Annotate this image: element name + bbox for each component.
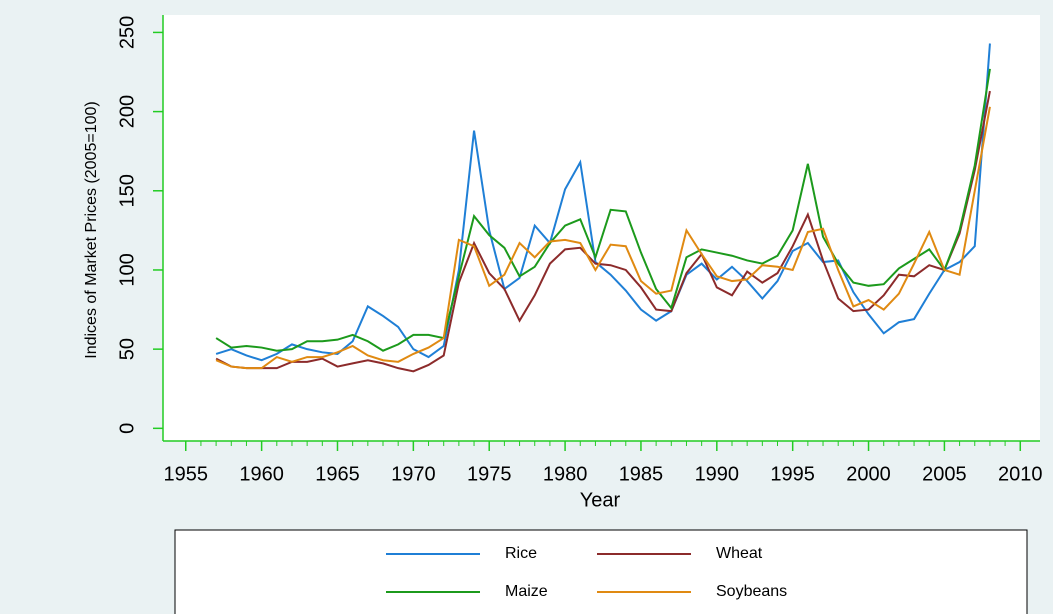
legend-label: Soybeans — [716, 583, 787, 600]
x-tick-label: 1955 — [164, 463, 209, 485]
x-tick-label: 1980 — [543, 463, 588, 485]
legend-label: Wheat — [716, 545, 763, 562]
y-axis-title: Indices of Market Prices (2005=100) — [83, 101, 100, 358]
series-line — [215, 68, 991, 352]
legend-box — [174, 529, 1028, 614]
plot-area — [163, 15, 1040, 441]
series-line — [215, 106, 991, 370]
y-tick-label: 50 — [116, 338, 138, 360]
x-tick-label: 1960 — [239, 463, 284, 485]
x-tick-label: 1975 — [467, 463, 512, 485]
x-tick-label: 1965 — [315, 463, 360, 485]
x-tick-label: 2000 — [846, 463, 891, 485]
y-tick-label: 200 — [116, 95, 138, 128]
legend-label: Maize — [505, 583, 548, 600]
x-tick-label: 2010 — [998, 463, 1043, 485]
x-tick-label: 1985 — [619, 463, 664, 485]
x-tick-label: 1970 — [391, 463, 436, 485]
legend-label: Rice — [505, 545, 537, 562]
x-tick-label: 2005 — [922, 463, 967, 485]
series-line — [215, 90, 991, 373]
x-tick-label: 1990 — [695, 463, 740, 485]
x-axis-title: Year — [580, 489, 621, 511]
x-tick-label: 1995 — [770, 463, 815, 485]
y-tick-label: 100 — [116, 253, 138, 286]
y-tick-label: 0 — [116, 423, 138, 434]
y-tick-label: 250 — [116, 16, 138, 49]
y-tick-label: 150 — [116, 174, 138, 207]
